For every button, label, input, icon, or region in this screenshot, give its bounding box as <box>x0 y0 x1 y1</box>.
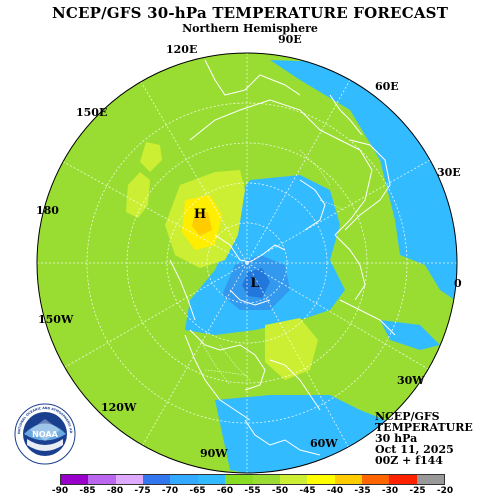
info-date: Oct 11, 2025 <box>375 443 454 456</box>
warm-region-north <box>140 142 162 172</box>
info-model: NCEP/GFS <box>375 410 440 423</box>
coastlines <box>169 59 396 456</box>
low-pressure-marker: L <box>250 276 259 291</box>
lon-label-120w: 120W <box>101 401 137 414</box>
forecast-info: NCEP/GFS TEMPERATURE 30 hPa Oct 11, 2025… <box>375 411 473 466</box>
legend-swatch <box>252 475 280 484</box>
legend-tick-label: -70 <box>161 486 179 496</box>
cold-region-south-east <box>380 320 440 350</box>
legend-swatch <box>389 475 417 484</box>
legend-swatch <box>307 475 335 484</box>
lon-label-150w: 150W <box>38 313 74 326</box>
legend-ticks: -90 -85 -80 -75 -70 -65 -60 -55 -50 -45 -40 -35 -30-… <box>51 486 454 498</box>
lon-label-180: 180 <box>36 204 59 217</box>
legend-tick-label: -90 <box>51 486 69 496</box>
legend-tick-label: -50 <box>271 486 289 496</box>
legend-swatch <box>361 475 390 484</box>
legend-swatch <box>143 475 171 484</box>
legend-tick-label: -75 <box>134 486 151 496</box>
legend-swatch <box>61 475 89 484</box>
info-variable: TEMPERATURE <box>375 421 473 434</box>
noaa-logo-text: NOAA <box>32 430 58 439</box>
noaa-logo: NOAA NATIONAL OCEANIC AND ATMOSPHERIC AD… <box>14 403 76 465</box>
lon-label-120e: 120E <box>166 43 198 56</box>
legend-swatch <box>279 475 308 484</box>
legend-tick-label: -40 <box>326 486 344 496</box>
legend-swatch <box>225 475 253 484</box>
legend-tick-label: -25 <box>409 486 426 496</box>
legend-tick-label: -45 <box>299 486 316 496</box>
color-legend <box>60 474 445 485</box>
info-forecast-hour: 00Z + f144 <box>375 454 443 467</box>
legend-tick-label: -55 <box>244 486 261 496</box>
lon-label-30e: 30E <box>437 166 461 179</box>
political-borders <box>199 149 346 386</box>
legend-tick-label: -60 <box>216 486 234 496</box>
coldest-core <box>242 268 270 298</box>
lon-label-60w: 60W <box>310 437 338 450</box>
legend-tick-label: -85 <box>79 486 96 496</box>
legend-swatch <box>334 475 362 484</box>
legend-swatch <box>88 475 116 484</box>
warm-region-atlantic <box>265 318 318 380</box>
legend-tick-label: -30 <box>381 486 399 496</box>
lon-label-30w: 30W <box>397 374 425 387</box>
high-pressure-marker: H <box>194 207 206 222</box>
legend-swatch <box>170 475 198 484</box>
lon-label-90e: 90E <box>278 33 302 46</box>
page-subtitle: Northern Hemisphere <box>182 22 318 35</box>
lon-label-60e: 60E <box>375 80 399 93</box>
lon-label-0: 0 <box>454 277 462 290</box>
info-level: 30 hPa <box>375 432 418 445</box>
legend-swatch <box>115 475 144 484</box>
lon-label-150e: 150E <box>76 106 108 119</box>
map-border <box>36 52 458 474</box>
legend-tick-label: -35 <box>354 486 371 496</box>
legend-swatch <box>197 475 226 484</box>
page-title: NCEP/GFS 30-hPa TEMPERATURE FORECAST <box>51 4 449 22</box>
graticule <box>37 53 457 473</box>
legend-swatch <box>416 475 445 484</box>
legend-tick-label: -20 <box>436 486 454 496</box>
legend-tick-label: -80 <box>106 486 124 496</box>
legend-tick-label: -65 <box>189 486 206 496</box>
cold-region-pacific-strip <box>305 65 365 105</box>
lon-label-90w: 90W <box>200 447 228 460</box>
warmest-core <box>192 212 212 236</box>
